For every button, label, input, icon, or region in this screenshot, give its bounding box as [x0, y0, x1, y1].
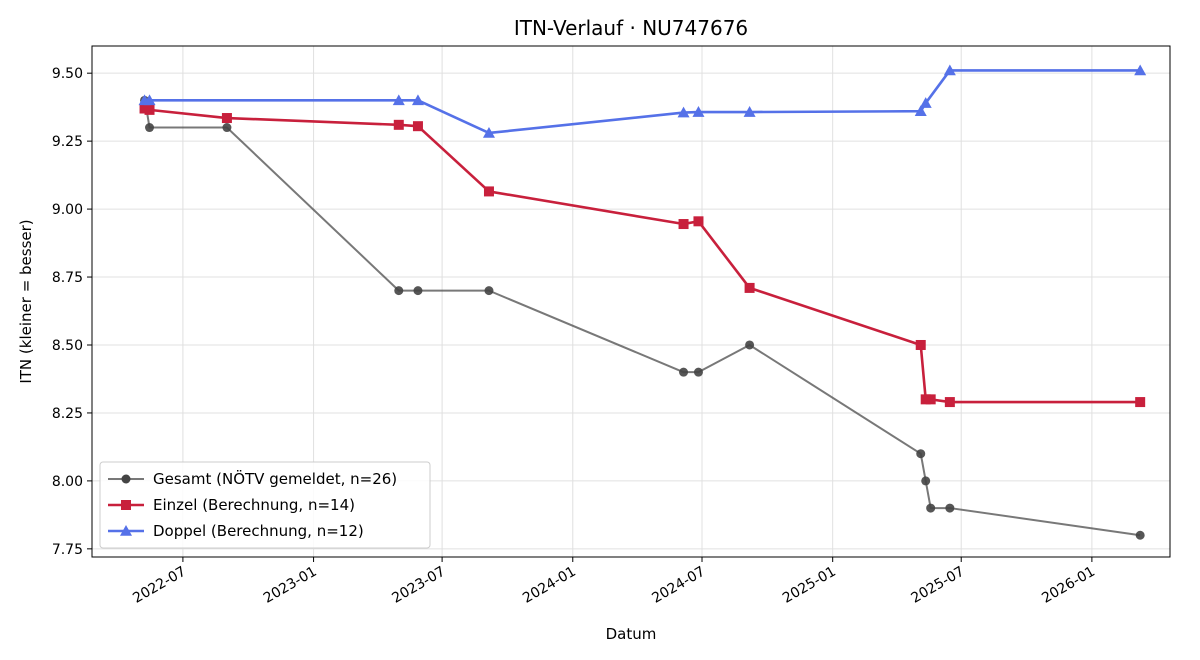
data-point [222, 123, 232, 133]
data-point [144, 104, 155, 115]
legend-label: Doppel (Berechnung, n=12) [153, 522, 364, 540]
series-square [139, 103, 1146, 408]
series-layer [138, 64, 1147, 540]
y-axis-title: ITN (kleiner = besser) [17, 219, 35, 383]
data-point [944, 397, 955, 408]
data-point [394, 286, 404, 296]
y-tick-label: 8.25 [52, 406, 83, 422]
legend-marker [121, 500, 131, 510]
y-tick-label: 8.50 [52, 338, 83, 354]
data-point [693, 367, 703, 377]
data-point [1135, 397, 1146, 408]
legend-marker [121, 474, 131, 484]
data-point [916, 449, 926, 459]
data-point [482, 126, 495, 138]
data-point [745, 340, 755, 350]
series-line [144, 69, 1141, 135]
data-point [677, 106, 690, 118]
grid-layer [92, 46, 1170, 557]
data-point [413, 286, 423, 296]
data-point [412, 121, 423, 132]
data-point [926, 503, 936, 513]
data-point [925, 394, 936, 405]
data-point [743, 106, 756, 117]
data-point [143, 94, 156, 106]
data-point [919, 97, 932, 108]
plot-frame [91, 45, 1171, 558]
data-point [392, 94, 405, 106]
data-point [943, 64, 956, 76]
data-point [921, 476, 931, 486]
series-triangle [138, 64, 1147, 138]
data-point [393, 119, 404, 130]
data-point [692, 106, 705, 117]
y-tick-label: 8.00 [52, 474, 83, 490]
legend-label: Einzel (Berechnung, n=14) [153, 496, 355, 514]
data-point [483, 186, 494, 197]
y-tick-label: 9.25 [52, 134, 83, 150]
data-point [915, 339, 926, 350]
x-axis-title: Datum [606, 625, 657, 643]
y-tick-label: 9.50 [52, 66, 83, 82]
data-point [484, 286, 494, 296]
data-point [1134, 64, 1147, 76]
data-point [678, 219, 689, 230]
data-point [693, 216, 704, 227]
legend: Gesamt (NÖTV gemeldet, n=26) Einzel (Bere… [99, 461, 431, 549]
data-point [145, 123, 155, 133]
data-point [945, 503, 955, 513]
y-tick-label: 9.00 [52, 202, 83, 218]
data-point [679, 367, 689, 377]
legend-marker [120, 525, 132, 536]
legend-label: Gesamt (NÖTV gemeldet, n=26) [153, 469, 397, 488]
data-point [411, 94, 424, 106]
data-point [914, 105, 927, 117]
chart-title: ITN-Verlauf · NU747676 [514, 16, 748, 40]
series-circle [140, 95, 1145, 540]
data-point [744, 282, 755, 293]
y-tick-label: 8.75 [52, 270, 83, 286]
data-point [1135, 530, 1145, 540]
legend-box [99, 461, 431, 549]
y-tick-label: 7.75 [52, 542, 83, 558]
data-point [221, 113, 232, 124]
